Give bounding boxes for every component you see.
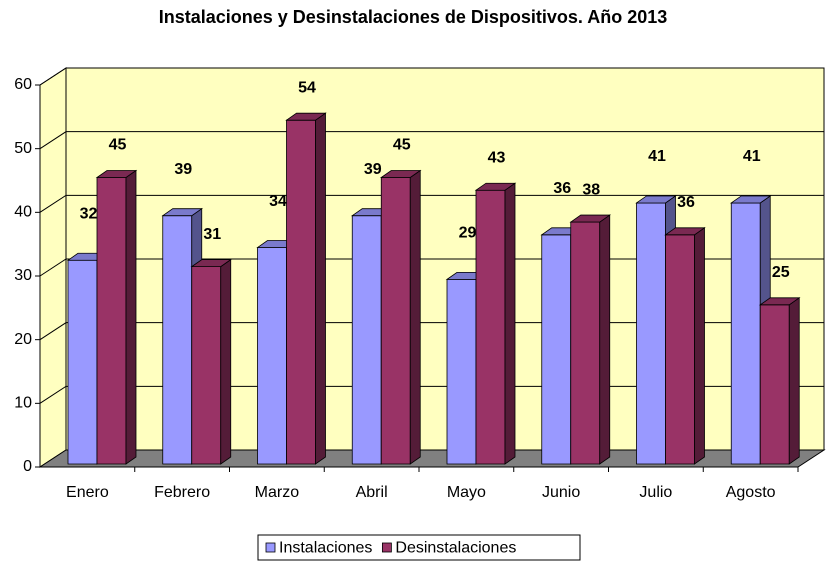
bar-side [315,112,326,465]
bar-top [161,208,204,217]
bar-side [504,182,516,465]
bar-front [286,119,316,465]
chart-title: Instalaciones y Desinstalaciones de Disp… [159,7,668,27]
bar-front [730,202,761,465]
bar-top [95,170,138,178]
data-label: 45 [109,137,127,154]
x-tick-label: Agosto [726,484,776,501]
bar-front [96,177,127,465]
bar-front [162,215,193,465]
grid-line [39,67,824,86]
bar-front [541,234,572,465]
data-label: 43 [488,149,506,166]
y-tick-label: 10 [14,395,32,412]
legend-label: Instalaciones [279,540,372,557]
x-tick-label: Junio [542,484,580,501]
y-tick-label: 60 [14,76,32,93]
bar-front [191,266,222,465]
data-label: 54 [298,79,316,96]
bar-front [257,247,287,465]
bar [190,258,233,465]
bar-side [694,227,705,465]
y-tick-label: 20 [14,331,32,348]
bar-front [446,278,477,465]
x-tick-label: Marzo [255,484,300,501]
bar-side [125,169,137,465]
grid-line [39,194,824,213]
legend-swatch [265,542,276,553]
data-label: 41 [743,148,761,165]
data-label: 45 [393,137,411,154]
bar [758,297,801,465]
bar-top [569,214,612,223]
bar-front [570,221,601,465]
floor [38,449,826,468]
y-tick-label: 30 [14,267,32,284]
y-tick-label: 40 [14,204,32,221]
y-tick-label: 50 [14,140,32,157]
bar [474,182,517,465]
bar-front [636,202,666,465]
data-label: 41 [648,148,666,165]
x-tick-label: Enero [66,484,109,501]
bar-front [67,259,98,465]
bar-side [599,214,611,465]
bar [664,227,706,465]
data-label: 34 [269,193,287,210]
data-label: 39 [364,161,382,178]
data-label: 36 [677,194,695,211]
y-tick-label: 0 [23,458,32,475]
legend-box [257,534,581,561]
bar-side [220,258,232,465]
bar-top [664,227,706,236]
x-tick-label: Abril [356,484,388,501]
bar [379,169,422,465]
bar-front [380,177,411,465]
grid-line [39,131,824,150]
bar [285,112,327,465]
data-label: 38 [582,181,600,198]
data-label: 39 [174,161,192,178]
bar [95,169,138,465]
x-tick-label: Mayo [447,484,486,501]
x-tick-label: Febrero [154,484,210,501]
data-label: 25 [772,264,790,281]
data-label: 36 [553,180,571,197]
bar-front [759,304,790,465]
bar-top [474,182,517,191]
bar-top [758,297,801,306]
x-tick-label: Julio [639,484,672,501]
bar-front [351,215,382,465]
bar [569,214,612,465]
bar-front [475,189,506,465]
bar-top [190,259,233,268]
bar-top [379,170,422,178]
bar-top [635,195,677,204]
legend-label: Desinstalaciones [395,540,516,557]
bar-side [788,297,800,465]
bar-top [285,112,327,121]
data-label: 31 [203,226,221,243]
bar-front [665,234,695,465]
data-label: 32 [80,205,98,222]
data-label: 29 [459,225,477,242]
bar-top [729,195,772,204]
legend-swatch [381,542,392,553]
bar-side [409,169,421,465]
